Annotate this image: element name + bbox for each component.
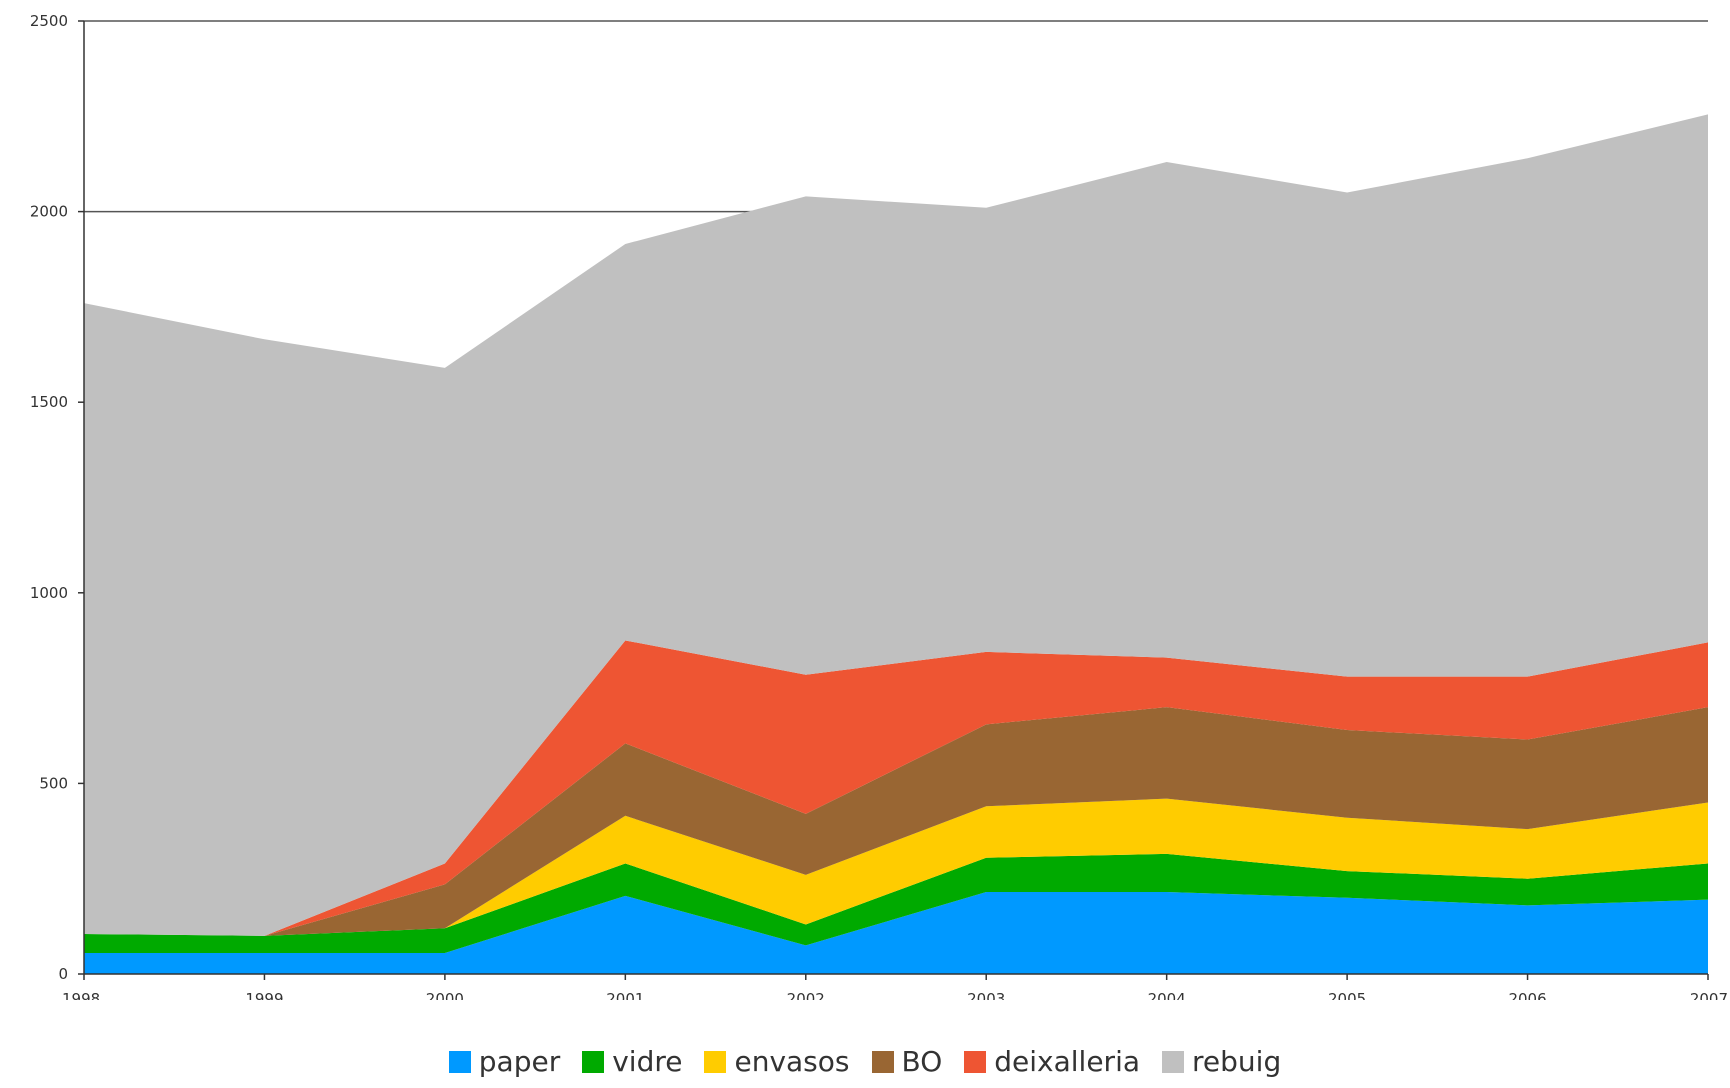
area-BO (84, 707, 1708, 936)
x-tick-label: 2002 (787, 990, 825, 1000)
area-series-group (84, 114, 1708, 974)
x-tick-label: 2004 (1148, 990, 1186, 1000)
y-tick-label: 2500 (30, 12, 68, 30)
legend-item-rebuig: rebuig (1162, 1045, 1281, 1078)
x-tick-label: 2005 (1328, 990, 1366, 1000)
x-tick-label: 2006 (1508, 990, 1546, 1000)
x-tick-label: 1998 (62, 990, 100, 1000)
legend-label: envasos (734, 1045, 850, 1078)
y-tick-label: 1500 (30, 393, 68, 411)
x-tick-label: 1999 (245, 990, 283, 1000)
legend-swatch (1162, 1050, 1185, 1073)
legend-item-BO: BO (871, 1045, 943, 1078)
legend-item-envasos: envasos (704, 1045, 850, 1078)
legend: paper vidre envasos BO deixalleria rebuig (0, 1045, 1730, 1078)
area-envasos (84, 798, 1708, 936)
x-tick-label: 2001 (606, 990, 644, 1000)
legend-label: rebuig (1192, 1045, 1282, 1078)
y-tick-label: 0 (58, 965, 68, 983)
legend-item-paper: paper (448, 1045, 561, 1078)
x-tick-label: 2007 (1690, 990, 1728, 1000)
legend-item-deixalleria: deixalleria (964, 1045, 1140, 1078)
y-axis-ticks: 0 500 1000 1500 2000 2500 (30, 12, 84, 983)
legend-swatch (964, 1050, 987, 1073)
legend-label: BO (901, 1045, 943, 1078)
legend-label: paper (478, 1045, 561, 1078)
legend-swatch (871, 1050, 894, 1073)
x-tick-label: 2003 (967, 990, 1005, 1000)
legend-swatch (582, 1050, 605, 1073)
y-tick-label: 2000 (30, 203, 68, 221)
area-deixalleria (84, 640, 1708, 936)
x-tick-label: 2000 (426, 990, 464, 1000)
y-tick-label: 500 (39, 774, 68, 792)
legend-swatch (448, 1050, 471, 1073)
x-axis-ticks: 1998 1999 2000 2001 2002 2003 2004 2005 2006 2007 (62, 974, 1728, 1000)
legend-swatch (704, 1050, 727, 1073)
y-tick-label: 1000 (30, 584, 68, 602)
legend-label: vidre (612, 1045, 683, 1078)
stacked-area-chart: 0 500 1000 1500 2000 2500 1998 1999 2000 2001 200… (30, 12, 1728, 1000)
area-paper (84, 892, 1708, 974)
area-vidre (84, 853, 1708, 954)
axes (83, 21, 1708, 975)
area-rebuig (84, 114, 1708, 936)
legend-item-vidre: vidre (582, 1045, 682, 1078)
legend-label: deixalleria (994, 1045, 1141, 1078)
